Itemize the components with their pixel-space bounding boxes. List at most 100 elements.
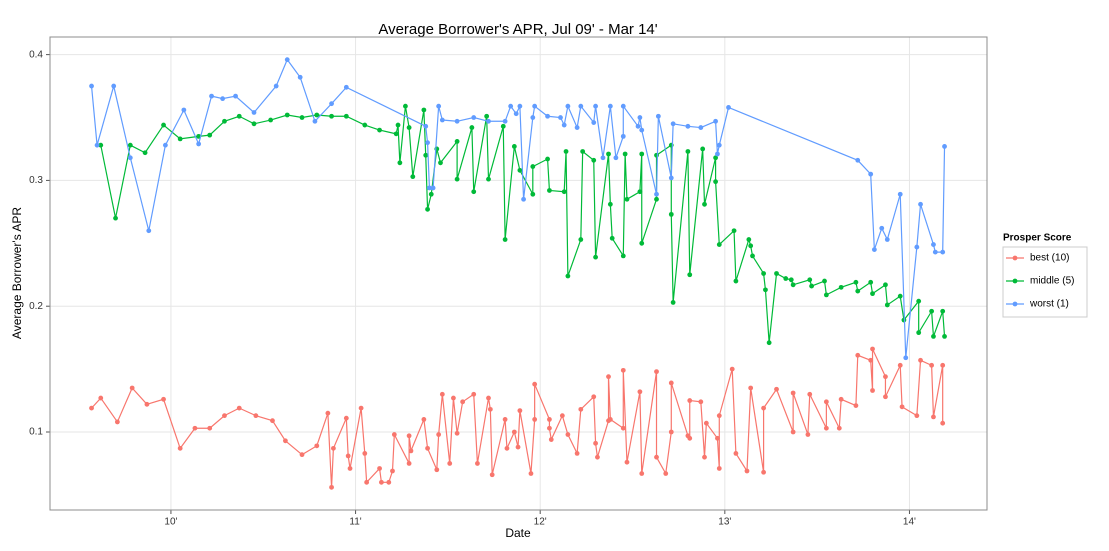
- data-point: [386, 479, 392, 485]
- data-point: [284, 57, 290, 63]
- data-point: [855, 157, 861, 163]
- y-tick-label: 0.2: [29, 301, 43, 312]
- data-point: [236, 405, 242, 411]
- legend-key-point: [1012, 255, 1018, 261]
- x-tick-label: 10': [164, 517, 177, 528]
- y-axis-title: Average Borrower's APR: [10, 207, 24, 339]
- data-point: [486, 118, 491, 124]
- data-point: [805, 432, 811, 437]
- data-point: [774, 271, 779, 276]
- legend-label: middle (5): [1030, 276, 1074, 287]
- data-point: [406, 433, 412, 439]
- data-point: [532, 417, 538, 422]
- data-point: [517, 167, 523, 173]
- data-point: [883, 394, 888, 400]
- data-point: [624, 459, 630, 465]
- data-point: [343, 113, 349, 119]
- data-point: [565, 103, 571, 109]
- data-point: [607, 103, 613, 109]
- data-point: [397, 160, 403, 166]
- data-point: [565, 273, 571, 279]
- data-point: [511, 144, 517, 149]
- data-point: [713, 179, 718, 185]
- data-point: [439, 117, 445, 123]
- data-point: [790, 429, 796, 435]
- data-point: [620, 367, 626, 373]
- data-point: [421, 107, 427, 113]
- data-point: [884, 237, 890, 242]
- data-point: [561, 122, 567, 128]
- data-point: [451, 395, 456, 401]
- data-point: [434, 467, 440, 473]
- data-point: [98, 142, 104, 148]
- data-point: [430, 185, 436, 191]
- data-point: [393, 131, 399, 137]
- data-point: [716, 413, 722, 419]
- data-point: [761, 405, 766, 411]
- legend-label: best (10): [1030, 253, 1069, 264]
- data-point: [299, 452, 305, 458]
- data-point: [746, 237, 752, 242]
- data-point: [410, 174, 416, 180]
- data-point: [716, 142, 722, 148]
- data-point: [454, 139, 460, 144]
- data-point: [439, 391, 445, 397]
- data-point: [823, 399, 829, 405]
- x-tick-label: 12': [534, 517, 547, 528]
- data-point: [391, 432, 397, 437]
- data-point: [663, 471, 669, 476]
- data-point: [329, 101, 334, 107]
- data-point: [423, 152, 429, 158]
- data-point: [879, 225, 885, 231]
- data-point: [454, 176, 460, 182]
- y-tick-label: 0.4: [29, 49, 43, 60]
- data-point: [406, 461, 412, 466]
- data-point: [668, 211, 674, 217]
- data-point: [637, 189, 643, 195]
- data-point: [425, 206, 430, 212]
- data-point: [460, 399, 466, 405]
- data-point: [668, 429, 674, 435]
- y-tick-label: 0.3: [29, 175, 43, 186]
- data-point: [253, 413, 259, 419]
- data-point: [654, 369, 659, 375]
- data-point: [347, 466, 353, 471]
- legend-key-point: [1012, 301, 1018, 307]
- data-point: [655, 113, 661, 119]
- data-point: [502, 417, 508, 422]
- data-point: [530, 191, 536, 197]
- data-point: [220, 96, 226, 102]
- data-point: [377, 466, 382, 471]
- data-point: [89, 405, 94, 411]
- data-point: [515, 444, 521, 450]
- data-point: [181, 107, 187, 113]
- data-point: [127, 155, 133, 161]
- data-point: [783, 276, 789, 281]
- data-point: [637, 389, 643, 395]
- data-point: [897, 362, 903, 368]
- data-point: [532, 381, 538, 387]
- data-point: [685, 123, 691, 129]
- data-point: [469, 125, 475, 130]
- data-point: [639, 240, 645, 246]
- data-point: [940, 420, 946, 426]
- data-point: [312, 118, 318, 124]
- data-point: [561, 189, 567, 195]
- chart-title: Average Borrower's APR, Jul 09' - Mar 14…: [378, 21, 657, 38]
- data-point: [236, 113, 242, 119]
- data-point: [763, 287, 768, 293]
- data-point: [362, 450, 368, 456]
- data-point: [668, 380, 674, 386]
- data-point: [744, 468, 750, 474]
- data-point: [700, 146, 706, 152]
- data-point: [853, 279, 859, 285]
- data-point: [580, 149, 586, 154]
- legend-title: Prosper Score: [1003, 233, 1072, 244]
- data-point: [809, 283, 815, 289]
- data-point: [591, 120, 597, 125]
- data-point: [607, 417, 613, 422]
- data-point: [532, 103, 538, 109]
- data-point: [343, 84, 349, 90]
- data-point: [884, 302, 890, 308]
- data-point: [127, 142, 133, 148]
